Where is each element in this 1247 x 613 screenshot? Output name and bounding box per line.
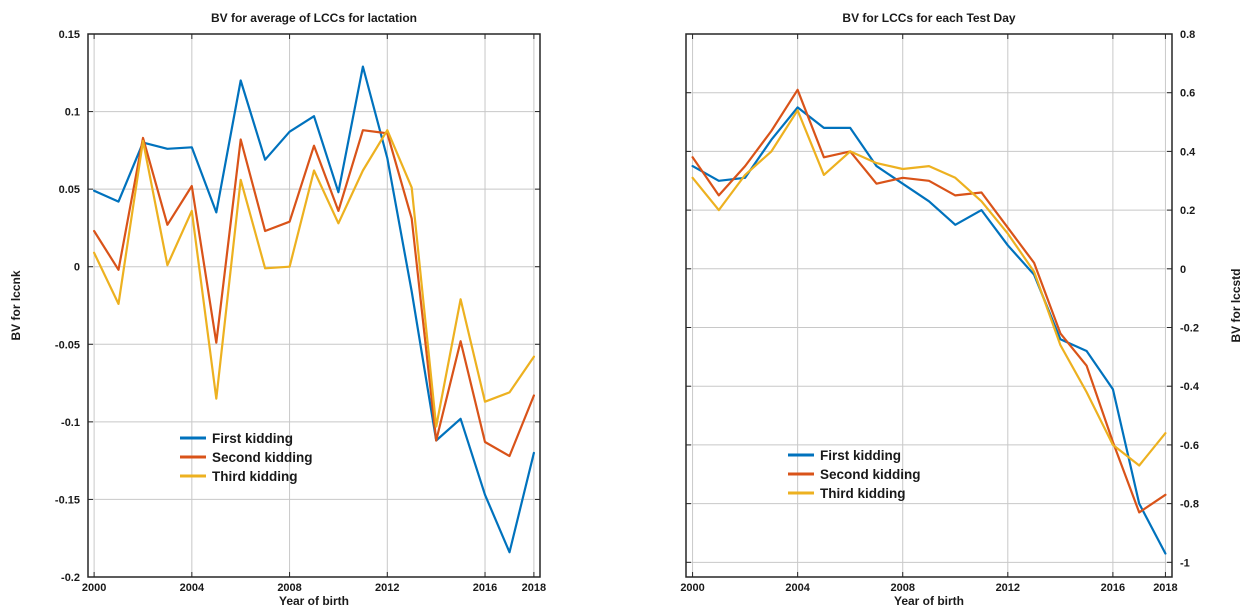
- y-tick-label: 0.05: [59, 184, 80, 196]
- series-line-first-kidding: [92, 65, 536, 554]
- chart-title: BV for LCCs for each Test Day: [842, 11, 1015, 25]
- y-tick-label: 0: [1180, 264, 1186, 276]
- y-tick-label: -1: [1180, 557, 1190, 569]
- y-tick-label: 0.6: [1180, 88, 1195, 100]
- chart-title: BV for average of LCCs for lactation: [211, 11, 417, 25]
- legend-label: Third kidding: [820, 486, 906, 501]
- x-tick-label: 2018: [522, 582, 546, 594]
- x-tick-label: 2004: [180, 582, 205, 594]
- y-tick-label: 0.4: [1180, 146, 1196, 158]
- x-tick-label: 2004: [785, 582, 810, 594]
- y-tick-label: -0.4: [1180, 381, 1200, 393]
- series-line-second-kidding: [691, 88, 1167, 514]
- y-tick-label: -0.2: [61, 572, 80, 584]
- series-line-first-kidding: [691, 106, 1167, 555]
- x-tick-label: 2000: [82, 582, 106, 594]
- y-tick-label: 0: [74, 262, 80, 274]
- x-tick-label: 2016: [1101, 582, 1125, 594]
- y-tick-label: -0.2: [1180, 323, 1199, 335]
- y-tick-label: -0.6: [1180, 440, 1199, 452]
- x-tick-label: 2008: [890, 582, 914, 594]
- series-line-third-kidding: [691, 109, 1167, 467]
- x-tick-label: 2012: [996, 582, 1020, 594]
- x-tick-label: 2012: [375, 582, 399, 594]
- y-tick-label: 0.15: [59, 29, 80, 41]
- legend-label: First kidding: [212, 431, 293, 446]
- left-chart-panel: 2000 2004 2008 2012 2016 2018 -0.2 -0.15 -0.1 -0.…: [9, 11, 546, 608]
- x-tick-label: 2016: [473, 582, 497, 594]
- legend-label: Second kidding: [820, 467, 921, 482]
- y-tick-label: -0.1: [61, 417, 80, 429]
- x-tick-label: 2008: [277, 582, 301, 594]
- series-line-second-kidding: [92, 129, 536, 458]
- right-chart-panel: 2000 2004 2008 2012 2016 2018 -1 -0.8 -0.6 -0.4 -0…: [680, 11, 1243, 608]
- x-tick-label: 2018: [1153, 582, 1177, 594]
- legend: First kidding Second kidding Third kidding: [180, 431, 313, 484]
- plot-frame: [685, 33, 1173, 578]
- legend-label: Third kidding: [212, 469, 298, 484]
- plot-frame: [87, 33, 541, 578]
- legend: First kidding Second kidding Third kidding: [788, 448, 921, 501]
- y-axis-label: BV for lccstd: [1229, 268, 1243, 342]
- y-tick-label: 0.1: [65, 107, 80, 119]
- y-tick-label: 0.2: [1180, 205, 1195, 217]
- legend-label: First kidding: [820, 448, 901, 463]
- y-tick-label: -0.8: [1180, 499, 1199, 511]
- y-axis-label: BV for lccnk: [9, 270, 23, 340]
- y-tick-label: 0.8: [1180, 29, 1195, 41]
- series-line-third-kidding: [92, 129, 536, 428]
- x-axis-label: Year of birth: [894, 594, 964, 608]
- y-tick-label: -0.15: [55, 494, 80, 506]
- legend-label: Second kidding: [212, 450, 313, 465]
- x-axis-label: Year of birth: [279, 594, 349, 608]
- y-tick-label: -0.05: [55, 339, 80, 351]
- x-tick-label: 2000: [680, 582, 704, 594]
